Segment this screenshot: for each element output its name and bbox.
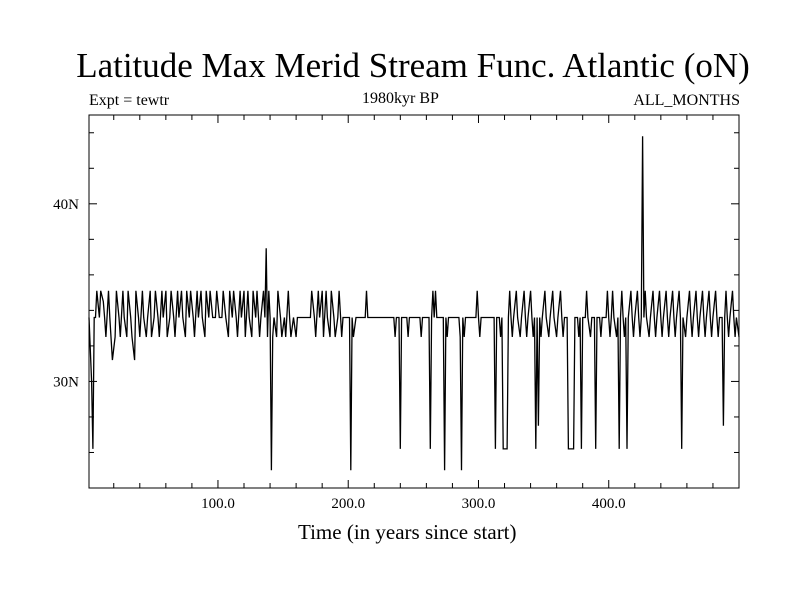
axis-ticks	[89, 115, 739, 488]
x-tick-label: 400.0	[592, 496, 626, 512]
plot-frame	[88, 114, 740, 489]
tick-labels: 100.0 200.0 300.0 400.0 30N 40N	[53, 197, 625, 512]
months-label: ALL_MONTHS	[633, 92, 740, 109]
period-label: 1980kyr BP	[362, 90, 439, 107]
x-tick-label: 200.0	[331, 496, 365, 512]
series-line	[88, 136, 740, 471]
y-tick-label: 30N	[53, 374, 79, 390]
chart-title: Latitude Max Merid Stream Func. Atlantic…	[76, 46, 750, 85]
x-tick-label: 100.0	[201, 496, 235, 512]
y-tick-label: 40N	[53, 197, 79, 213]
x-axis-label: Time (in years since start)	[298, 520, 517, 544]
x-tick-label: 300.0	[462, 496, 496, 512]
experiment-label: Expt = tewtr	[89, 92, 170, 109]
